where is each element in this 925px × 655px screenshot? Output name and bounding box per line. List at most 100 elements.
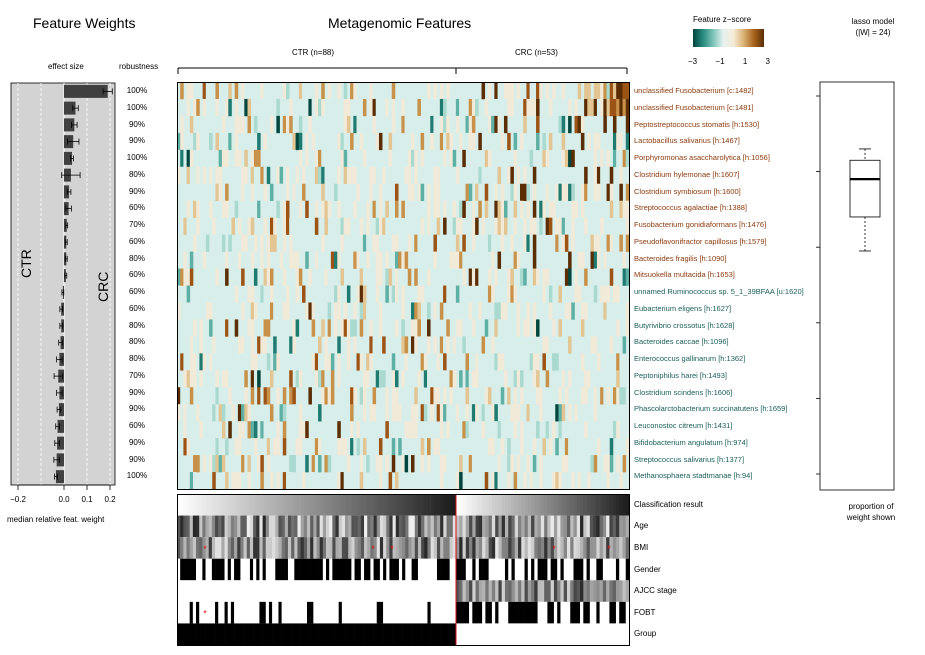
gender-cell bbox=[424, 558, 428, 581]
gender-cell bbox=[421, 558, 425, 581]
heatmap-cell bbox=[580, 132, 585, 151]
heatmap-cell bbox=[279, 166, 284, 185]
heatmap-cell bbox=[314, 115, 319, 134]
group-cell bbox=[230, 623, 235, 645]
heatmap-cell bbox=[625, 387, 630, 405]
heatmap-cell bbox=[231, 404, 236, 422]
heatmap-cell bbox=[289, 268, 293, 286]
ajcc-cell bbox=[524, 580, 529, 602]
heatmap-cell bbox=[478, 200, 482, 218]
classification-cell bbox=[402, 494, 406, 516]
heatmap-cell bbox=[497, 421, 502, 439]
heatmap-cell bbox=[346, 285, 351, 303]
age-cell bbox=[313, 515, 317, 538]
heatmap-cell bbox=[257, 200, 261, 218]
heatmap-cell bbox=[305, 438, 309, 456]
group-cell bbox=[265, 623, 270, 645]
age-cell bbox=[338, 515, 343, 538]
heatmap-cell bbox=[520, 98, 524, 117]
gender-cell bbox=[357, 558, 362, 581]
classification-cell bbox=[224, 494, 229, 516]
age-cell bbox=[430, 515, 435, 538]
heatmap-cell bbox=[600, 166, 604, 185]
heatmap-cell bbox=[269, 438, 274, 456]
heatmap-cell bbox=[417, 183, 421, 202]
heatmap-cell bbox=[539, 404, 543, 422]
age-cell bbox=[281, 515, 286, 538]
heatmap-cell bbox=[215, 183, 219, 202]
ajcc-cell bbox=[414, 580, 419, 602]
heatmap-cell bbox=[237, 336, 242, 354]
heatmap-cell bbox=[247, 268, 252, 286]
heatmap-cell bbox=[250, 319, 255, 337]
classification-cell bbox=[580, 494, 584, 516]
heatmap-cell bbox=[500, 234, 505, 252]
heatmap-cell bbox=[282, 438, 287, 456]
gender-cell bbox=[488, 558, 493, 581]
gender-cell bbox=[192, 558, 197, 581]
ajcc-cell bbox=[389, 580, 393, 602]
heatmap-cell bbox=[401, 370, 405, 388]
heatmap-cell bbox=[411, 166, 415, 185]
heatmap-cell bbox=[494, 404, 498, 422]
bmi-cell bbox=[560, 537, 565, 559]
heatmap-cell bbox=[577, 115, 582, 134]
fobt-cell bbox=[221, 601, 225, 624]
group-cell bbox=[262, 623, 267, 645]
weight-bar bbox=[57, 436, 64, 450]
group-cell bbox=[218, 623, 222, 645]
heatmap-cell bbox=[318, 404, 322, 422]
fobt-cell bbox=[446, 601, 450, 624]
gender-cell bbox=[354, 558, 359, 581]
heatmap-cell bbox=[263, 268, 268, 286]
heatmap-cell bbox=[189, 472, 194, 490]
gender-cell bbox=[218, 558, 222, 581]
heatmap-cell bbox=[491, 251, 495, 269]
ajcc-cell bbox=[606, 580, 610, 602]
heatmap-cell bbox=[183, 438, 187, 456]
heatmap-cell bbox=[340, 251, 344, 269]
heatmap-cell bbox=[234, 438, 239, 456]
age-cell bbox=[348, 515, 352, 538]
gender-cell bbox=[287, 558, 292, 581]
heatmap-cell bbox=[247, 404, 252, 422]
heatmap-cell bbox=[455, 336, 460, 354]
heatmap-cell bbox=[311, 472, 316, 490]
gender-cell bbox=[580, 558, 584, 581]
bmi-cell bbox=[430, 537, 435, 559]
heatmap-cell bbox=[609, 438, 614, 456]
classification-cell bbox=[524, 494, 529, 516]
heatmap-cell bbox=[225, 370, 229, 388]
heatmap-cell bbox=[443, 455, 447, 473]
heatmap-cell bbox=[372, 336, 377, 354]
zscore-ticks: −3 −1 1 3 bbox=[688, 57, 770, 66]
heatmap-cell bbox=[449, 132, 453, 151]
heatmap-cell bbox=[520, 336, 524, 354]
heatmap-cell bbox=[321, 370, 325, 388]
heatmap-cell bbox=[212, 438, 216, 456]
bmi-cell bbox=[462, 537, 467, 559]
heatmap-cell bbox=[433, 387, 437, 405]
ajcc-cell bbox=[576, 580, 581, 602]
heatmap-cell bbox=[391, 82, 396, 100]
feature-label: unnamed Ruminococcus sp. 5_1_39BFAA [u:1… bbox=[634, 287, 804, 296]
ajcc-cell bbox=[593, 580, 597, 602]
heatmap-cell bbox=[177, 353, 181, 371]
fobt-cell bbox=[177, 601, 181, 624]
heatmap-cell bbox=[443, 98, 447, 117]
heatmap-cell bbox=[616, 285, 620, 303]
ajcc-cell bbox=[183, 580, 187, 602]
heatmap-cell bbox=[205, 336, 210, 354]
heatmap-cell bbox=[183, 472, 187, 490]
heatmap-cell bbox=[292, 149, 296, 168]
heatmap-cell bbox=[212, 455, 216, 473]
classification-cell bbox=[531, 494, 535, 516]
heatmap-cell bbox=[612, 149, 617, 168]
heatmap-cell bbox=[436, 200, 441, 218]
feature-label: Streptococcus salivarius [h:1377] bbox=[634, 454, 745, 464]
classification-cell bbox=[183, 494, 187, 516]
heatmap-cell bbox=[532, 370, 537, 388]
heatmap-cell bbox=[622, 98, 627, 117]
heatmap-cell bbox=[484, 319, 489, 337]
heatmap-cell bbox=[478, 268, 482, 286]
